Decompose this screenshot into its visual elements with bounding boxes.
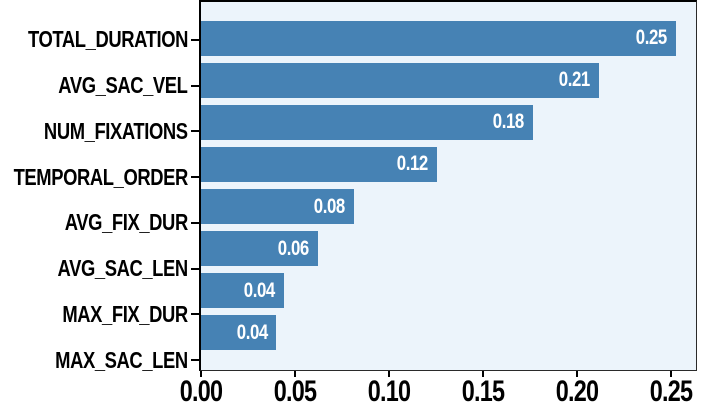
category-label: MAX_SAC_LEN — [55, 346, 188, 373]
y-label-row: MAX_SAC_LEN — [0, 337, 188, 383]
bar-row: 0.04 — [201, 270, 696, 312]
x-tick-label: 0.05 — [273, 375, 317, 408]
bar-value-label: 0.04 — [243, 278, 275, 302]
bars-container: 0.25 0.21 0.18 0.12 0.08 0.06 0.04 0.04 — [201, 2, 696, 370]
y-tick-mark — [191, 221, 199, 224]
y-label-row: TOTAL_DURATION — [0, 17, 188, 63]
bar-total-duration: 0.25 — [201, 20, 677, 56]
x-tick-mark — [670, 371, 673, 377]
y-label-row: AVG_FIX_DUR — [0, 200, 188, 246]
bar-avg-fix-dur: 0.08 — [201, 189, 354, 225]
bar-value-label: 0.21 — [558, 68, 590, 92]
bar-value-label: 0.08 — [313, 194, 345, 218]
y-tick-row — [191, 154, 199, 200]
bar-row: 0.12 — [201, 143, 696, 185]
x-axis: 0.00 0.05 0.10 0.15 0.20 0.25 — [180, 371, 695, 409]
x-tick-label: 0.00 — [179, 375, 223, 408]
bar-row: 0.18 — [201, 101, 696, 143]
y-tick-mark — [191, 38, 199, 41]
x-tick-label: 0.10 — [367, 375, 411, 408]
y-tick-mark — [191, 359, 199, 362]
bar-value-label: 0.06 — [277, 236, 309, 260]
x-tick-mark — [576, 371, 579, 377]
x-tick-label: 0.25 — [650, 375, 693, 408]
y-tick-row — [191, 17, 199, 63]
bar-row: 0.21 — [201, 59, 696, 101]
bar-value-label: 0.04 — [236, 320, 268, 344]
bar-max-fix-dur: 0.04 — [201, 273, 284, 309]
y-tick-row — [191, 337, 199, 383]
bar-temporal-order: 0.12 — [201, 146, 437, 182]
bar-row: 0.25 — [201, 17, 696, 59]
y-label-row: TEMPORAL_ORDER — [0, 154, 189, 200]
bar-value-label: 0.12 — [396, 152, 428, 176]
y-tick-row — [191, 109, 199, 155]
bar-row: 0.08 — [201, 186, 696, 228]
y-tick-row — [191, 246, 199, 292]
category-label: AVG_SAC_LEN — [57, 255, 189, 282]
y-label-row: MAX_FIX_DUR — [0, 292, 189, 338]
y-tick-mark — [191, 267, 199, 270]
y-axis-ticks — [191, 2, 199, 399]
bar-row: 0.06 — [201, 228, 696, 270]
y-tick-mark — [191, 84, 199, 87]
x-tick-mark — [200, 371, 202, 377]
x-tick-label: 0.20 — [556, 375, 599, 408]
y-tick-row — [191, 200, 199, 246]
y-tick-row — [191, 63, 199, 109]
x-tick-mark — [388, 371, 391, 377]
y-tick-mark — [191, 130, 199, 133]
bar-avg-sac-len: 0.06 — [201, 231, 318, 267]
bar-num-fixations: 0.18 — [201, 104, 533, 140]
x-tick-label: 0.15 — [462, 375, 505, 408]
bar-value-label: 0.25 — [636, 26, 668, 50]
y-label-row: AVG_SAC_LEN — [0, 246, 189, 292]
category-label: MAX_FIX_DUR — [62, 300, 189, 327]
bar-value-label: 0.18 — [492, 110, 524, 134]
x-tick-mark — [294, 371, 297, 377]
category-label: TOTAL_DURATION — [28, 26, 188, 53]
y-label-row: AVG_SAC_VEL — [0, 63, 189, 109]
y-label-row: NUM_FIXATIONS — [0, 109, 188, 155]
bar-max-sac-len: 0.04 — [201, 315, 277, 351]
y-tick-row — [191, 292, 199, 338]
category-label: AVG_FIX_DUR — [64, 209, 188, 236]
category-label: TEMPORAL_ORDER — [13, 163, 189, 190]
y-tick-mark — [191, 176, 199, 179]
x-tick-mark — [482, 371, 485, 377]
plot-area: 0.25 0.21 0.18 0.12 0.08 0.06 0.04 0.04 — [199, 0, 697, 371]
category-label: AVG_SAC_VEL — [58, 72, 189, 99]
category-label: NUM_FIXATIONS — [44, 117, 188, 144]
y-axis-labels: TOTAL_DURATION AVG_SAC_VEL NUM_FIXATIONS TE… — [0, 2, 189, 399]
bar-row: 0.04 — [201, 312, 696, 354]
y-tick-mark — [191, 313, 199, 316]
bar-avg-sac-vel: 0.21 — [201, 62, 599, 98]
